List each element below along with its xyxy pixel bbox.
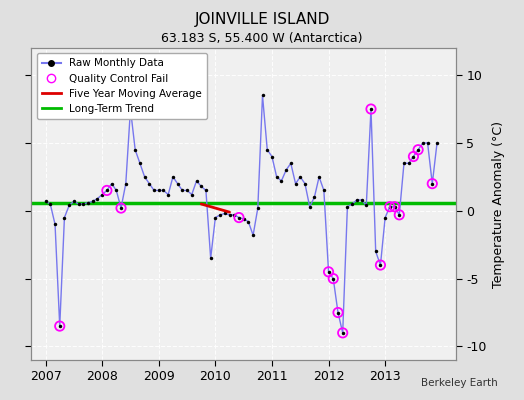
Point xyxy=(386,204,394,210)
Point xyxy=(235,214,243,221)
Point xyxy=(367,106,375,112)
Point xyxy=(376,262,385,268)
Point xyxy=(329,276,337,282)
Point xyxy=(409,153,418,160)
Point xyxy=(414,146,422,153)
Point xyxy=(103,187,111,194)
Point xyxy=(56,323,64,329)
Text: Berkeley Earth: Berkeley Earth xyxy=(421,378,498,388)
Text: JOINVILLE ISLAND: JOINVILLE ISLAND xyxy=(194,12,330,27)
Text: 63.183 S, 55.400 W (Antarctica): 63.183 S, 55.400 W (Antarctica) xyxy=(161,32,363,45)
Point xyxy=(428,180,436,187)
Legend: Raw Monthly Data, Quality Control Fail, Five Year Moving Average, Long-Term Tren: Raw Monthly Data, Quality Control Fail, … xyxy=(37,53,207,119)
Point xyxy=(117,205,125,211)
Point xyxy=(390,204,399,210)
Point xyxy=(334,309,342,316)
Point xyxy=(339,330,347,336)
Point xyxy=(395,212,403,218)
Point xyxy=(324,269,333,275)
Y-axis label: Temperature Anomaly (°C): Temperature Anomaly (°C) xyxy=(492,120,505,288)
